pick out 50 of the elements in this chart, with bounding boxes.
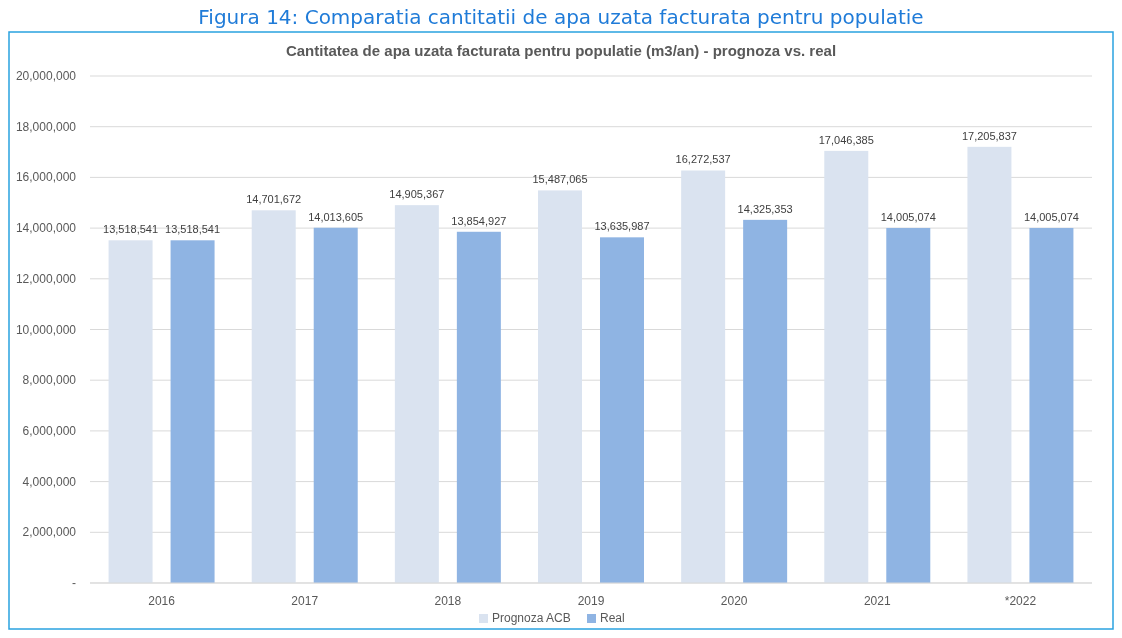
data-label: 17,205,837 xyxy=(961,129,1017,142)
legend-label: Prognoza ACB xyxy=(492,611,571,625)
x-tick-label: 2020 xyxy=(720,594,748,608)
bar xyxy=(170,240,215,583)
y-tick-label: 10,000,000 xyxy=(15,322,77,337)
data-label: 13,518,541 xyxy=(165,223,221,236)
bar xyxy=(1029,227,1074,583)
bar xyxy=(394,205,439,583)
data-label: 17,046,385 xyxy=(818,133,874,146)
data-label: 16,272,537 xyxy=(675,153,731,166)
x-tick-label: 2018 xyxy=(434,594,462,608)
data-label: 14,013,605 xyxy=(308,210,364,223)
y-tick-label: - xyxy=(72,576,76,590)
x-tick-label: 2016 xyxy=(148,594,176,608)
x-tick-label: *2022 xyxy=(1004,594,1037,608)
data-label: 13,635,987 xyxy=(594,220,650,233)
y-tick-label: 16,000,000 xyxy=(15,170,77,185)
data-label: 15,487,065 xyxy=(532,173,588,186)
data-label: 14,005,074 xyxy=(1023,210,1079,223)
y-tick-label: 18,000,000 xyxy=(15,119,77,134)
data-label: 13,518,541 xyxy=(103,223,159,236)
data-label: 14,005,074 xyxy=(880,210,936,223)
bar xyxy=(313,227,358,583)
data-label: 14,701,672 xyxy=(246,193,302,206)
bar xyxy=(824,150,869,583)
bar xyxy=(743,219,788,583)
y-tick-label: 6,000,000 xyxy=(22,423,77,438)
chart-subtitle: Cantitatea de apa uzata facturata pentru populatie (m3/an) - prognoza vs. real xyxy=(285,42,837,59)
bar xyxy=(456,231,501,583)
data-label: 13,854,927 xyxy=(451,214,507,227)
data-label: 14,325,353 xyxy=(737,202,793,215)
data-label: 14,905,367 xyxy=(389,188,445,201)
y-tick-label: 12,000,000 xyxy=(15,271,77,286)
bar xyxy=(251,210,296,583)
x-tick-label: 2019 xyxy=(577,594,605,608)
bar xyxy=(108,240,153,583)
y-tick-label: 8,000,000 xyxy=(22,373,77,388)
y-tick-label: 20,000,000 xyxy=(15,69,77,83)
bar xyxy=(538,190,582,583)
legend-label: Real xyxy=(600,611,625,625)
chart-title: Figura 14: Comparatia cantitatii de apa uzata facturata pentru populatie xyxy=(198,5,924,29)
x-tick-label: 2017 xyxy=(291,594,319,608)
y-tick-label: 14,000,000 xyxy=(15,221,77,236)
bar xyxy=(886,227,931,583)
bar xyxy=(681,170,726,583)
x-tick-label: 2021 xyxy=(863,594,891,608)
bar xyxy=(967,146,1012,583)
bar xyxy=(600,237,644,583)
y-tick-label: 2,000,000 xyxy=(22,525,77,540)
y-tick-label: 4,000,000 xyxy=(22,474,77,489)
